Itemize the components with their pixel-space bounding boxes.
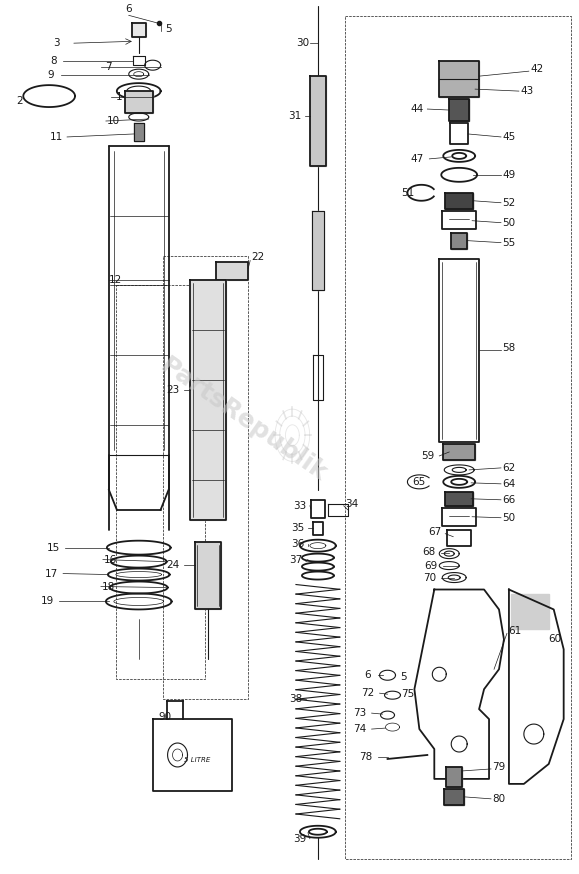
Text: 18: 18	[102, 581, 115, 592]
Polygon shape	[132, 24, 146, 38]
Polygon shape	[125, 91, 153, 113]
Text: 6: 6	[364, 670, 371, 680]
Text: 58: 58	[503, 343, 515, 353]
Text: 65: 65	[413, 477, 426, 487]
Text: 23: 23	[166, 385, 179, 395]
Text: 59: 59	[421, 451, 434, 461]
Text: 31: 31	[288, 111, 302, 121]
Text: 17: 17	[45, 569, 58, 579]
Text: 64: 64	[503, 479, 515, 489]
Text: 36: 36	[291, 538, 305, 549]
Text: 15: 15	[46, 543, 60, 552]
Polygon shape	[444, 789, 464, 805]
Text: 5 LITRE: 5 LITRE	[184, 757, 211, 763]
Text: 62: 62	[503, 463, 515, 473]
Polygon shape	[444, 444, 475, 460]
Text: 52: 52	[503, 198, 515, 208]
Text: 51: 51	[401, 188, 414, 198]
Text: 24: 24	[166, 559, 179, 570]
Text: 50: 50	[503, 513, 515, 523]
Text: 34: 34	[345, 499, 358, 509]
Polygon shape	[445, 492, 473, 506]
Text: 70: 70	[423, 572, 436, 583]
Text: 39: 39	[294, 834, 306, 843]
Text: 90: 90	[158, 712, 171, 722]
Text: 8: 8	[50, 56, 56, 66]
Text: 11: 11	[49, 132, 63, 142]
Text: 43: 43	[520, 87, 533, 96]
Text: 69: 69	[424, 560, 438, 571]
Text: 3: 3	[53, 38, 60, 48]
Text: 67: 67	[428, 527, 442, 537]
Text: 30: 30	[296, 38, 310, 48]
Text: 72: 72	[361, 688, 374, 698]
Text: 74: 74	[353, 724, 367, 734]
Text: 45: 45	[503, 132, 515, 142]
Text: 79: 79	[492, 762, 505, 772]
Text: 61: 61	[508, 627, 522, 636]
Text: 33: 33	[294, 501, 306, 510]
Polygon shape	[439, 61, 479, 97]
Polygon shape	[446, 767, 462, 787]
Text: 9: 9	[48, 70, 54, 80]
Text: 44: 44	[411, 104, 424, 114]
Text: 12: 12	[109, 275, 123, 286]
Text: 49: 49	[503, 170, 515, 180]
Text: 68: 68	[423, 546, 436, 557]
Text: 60: 60	[548, 635, 561, 644]
Text: 2: 2	[16, 96, 23, 106]
Polygon shape	[445, 193, 473, 209]
Bar	[163, 255, 248, 699]
Text: 37: 37	[290, 555, 303, 565]
Text: 75: 75	[401, 690, 414, 699]
Text: 50: 50	[503, 218, 515, 228]
Text: 73: 73	[353, 708, 367, 718]
Polygon shape	[310, 76, 326, 166]
Polygon shape	[196, 542, 221, 609]
Polygon shape	[511, 594, 549, 629]
Text: 35: 35	[291, 523, 305, 533]
Polygon shape	[449, 99, 469, 121]
Text: 66: 66	[503, 495, 515, 505]
Text: 80: 80	[492, 794, 505, 804]
Text: 1: 1	[115, 92, 122, 102]
Text: 16: 16	[104, 555, 118, 565]
Text: 10: 10	[107, 116, 120, 126]
Text: 7: 7	[105, 62, 112, 73]
Text: 5: 5	[165, 24, 172, 34]
Text: 19: 19	[41, 596, 54, 607]
Polygon shape	[312, 211, 324, 290]
Text: 22: 22	[251, 252, 265, 261]
Text: 78: 78	[359, 752, 372, 762]
Polygon shape	[134, 123, 144, 141]
Polygon shape	[190, 281, 226, 520]
Bar	[345, 17, 571, 858]
Text: 55: 55	[503, 238, 515, 247]
Polygon shape	[451, 232, 467, 248]
Text: 5: 5	[400, 672, 407, 683]
Text: 42: 42	[530, 64, 544, 74]
Bar	[116, 286, 206, 679]
Text: 47: 47	[411, 154, 424, 164]
Text: 38: 38	[290, 694, 303, 704]
Text: PartsRepublik: PartsRepublik	[156, 353, 331, 486]
Polygon shape	[217, 261, 248, 281]
Text: 6: 6	[126, 4, 132, 14]
